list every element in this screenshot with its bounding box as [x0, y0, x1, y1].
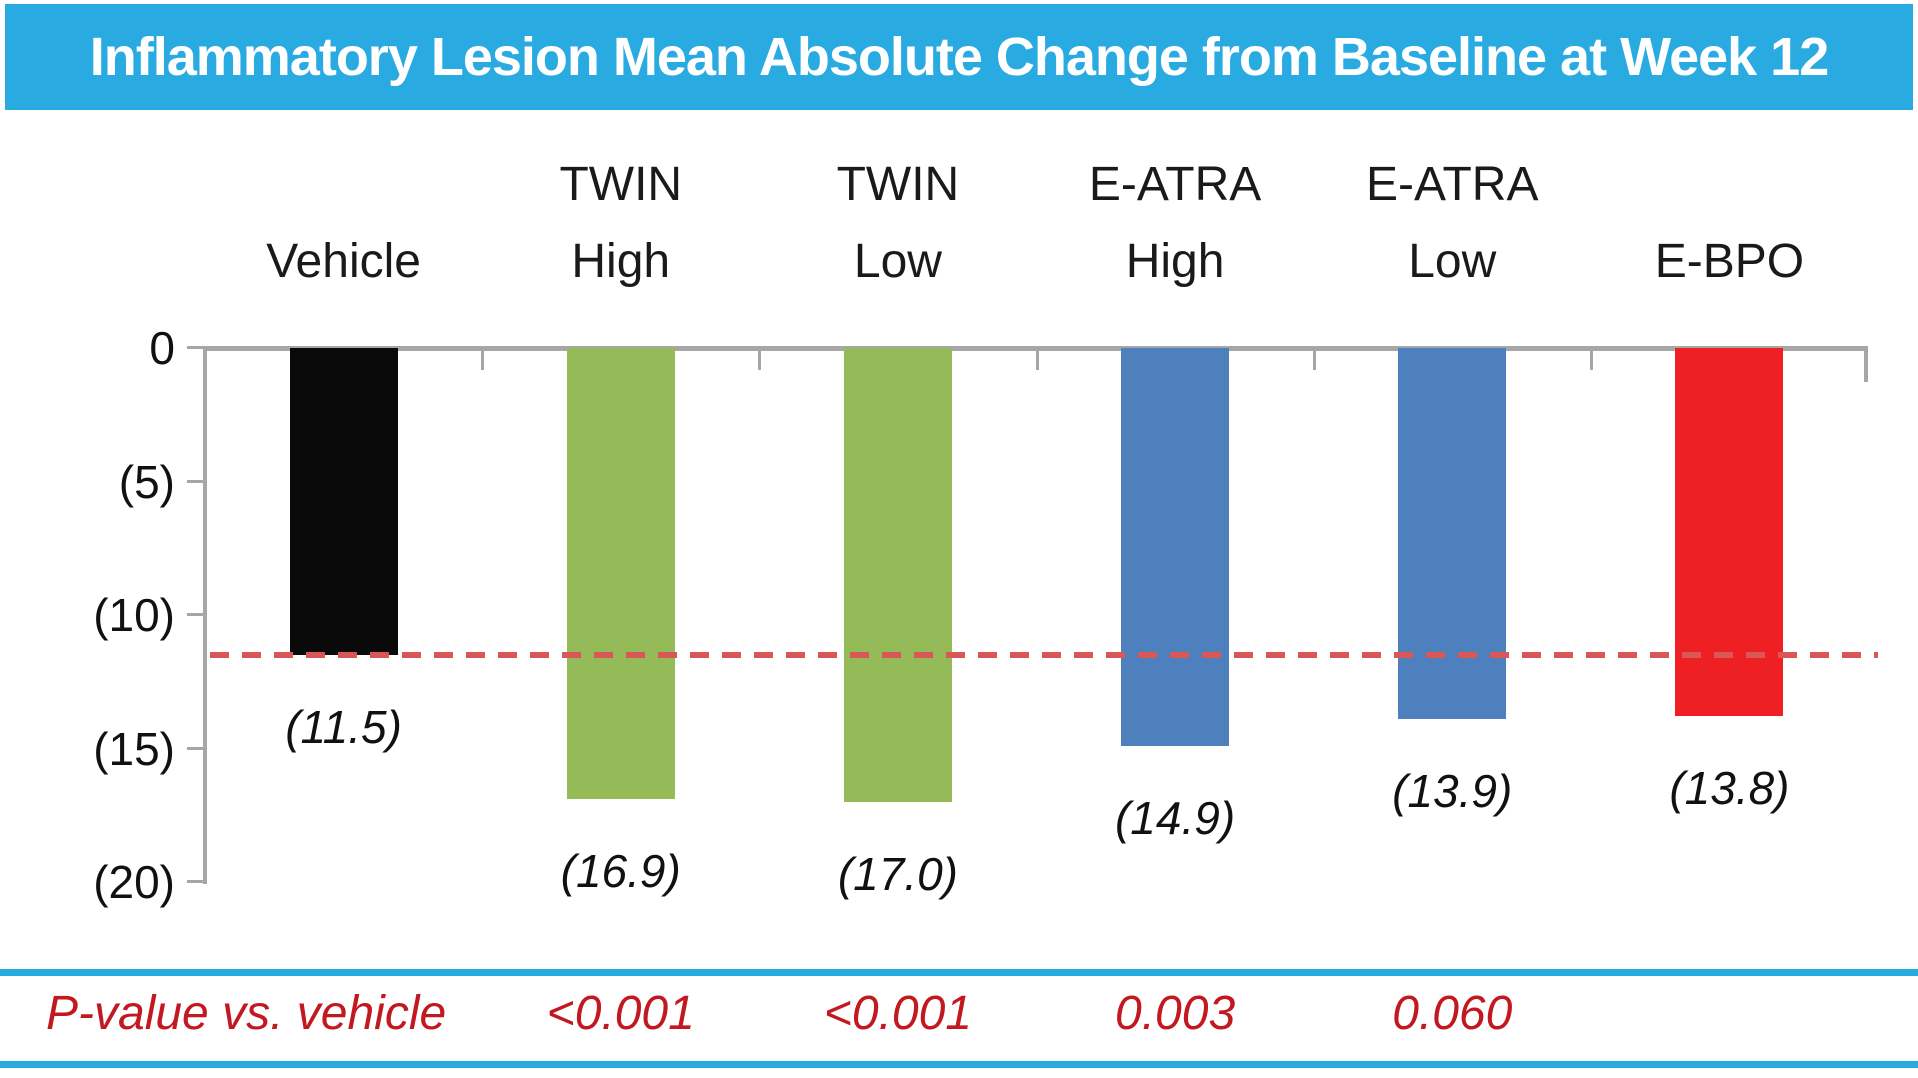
y-axis-tick-label: (20): [93, 856, 175, 908]
pvalue-row-label: P-value vs. vehicle: [46, 987, 447, 1040]
y-axis-tick: [187, 613, 205, 616]
y-axis-line: [203, 348, 207, 884]
category-label-twin-low: TWIN Low: [836, 158, 960, 288]
bar-twin-high: [566, 348, 675, 800]
y-axis-tick: [187, 880, 205, 883]
category-separator-tick: [1312, 348, 1316, 370]
bar-vehicle: [289, 348, 398, 656]
category-label-e-bpo: E-BPO: [1654, 235, 1805, 288]
bar-e-bpo: [1675, 348, 1784, 717]
y-axis-tick-label: (15): [93, 722, 175, 775]
category-label-vehicle: Vehicle: [266, 235, 421, 288]
chart-title: Inflammatory Lesion Mean Absolute Change…: [89, 27, 1829, 87]
pvalue-band-top-rule: [0, 969, 1918, 976]
bar-value-label: (16.9): [560, 845, 681, 898]
vehicle-reference-dashed-line: [210, 652, 1878, 659]
pvalue-twin-high: <0.001: [546, 987, 695, 1040]
y-axis-tick-label: 0: [149, 322, 175, 374]
y-axis-tick: [187, 346, 205, 349]
bar-value-label: (14.9): [1114, 791, 1236, 844]
category-separator-tick: [481, 348, 485, 370]
category-label-e-atra-high: E-ATRA High: [1088, 158, 1262, 288]
bar-value-label: (11.5): [285, 701, 402, 754]
category-separator-tick: [758, 348, 762, 370]
category-label-e-atra-low: E-ATRA Low: [1366, 158, 1539, 288]
bar-value-label: (13.8): [1669, 762, 1790, 815]
category-separator-tick: [1035, 348, 1039, 370]
bar-twin-low: [843, 348, 952, 802]
y-axis-tick-label: (5): [118, 455, 175, 508]
bar-value-label: (13.9): [1392, 765, 1513, 818]
category-separator-tick: [1589, 348, 1593, 370]
pvalue-e-atra-high: 0.003: [1115, 987, 1236, 1040]
y-axis-tick: [187, 479, 205, 483]
pvalue-twin-low: <0.001: [823, 987, 972, 1040]
y-axis-tick: [187, 746, 205, 750]
category-label-twin-high: TWIN High: [559, 158, 683, 288]
bar-e-atra-high: [1121, 348, 1230, 746]
chart-title-band: Inflammatory Lesion Mean Absolute Change…: [5, 4, 1913, 110]
pvalue-band-bottom-rule: [0, 1061, 1918, 1068]
bar-e-atra-low: [1398, 348, 1507, 720]
bar-value-label: (17.0): [837, 847, 958, 900]
pvalue-e-atra-low: 0.060: [1392, 987, 1513, 1040]
y-axis-tick-label: (10): [93, 589, 175, 641]
category-labels-row: Vehicle TWIN High TWIN Low E-ATRA High E-ATRA Lo…: [0, 140, 1918, 300]
axis-right-end-cap: [1864, 346, 1868, 382]
